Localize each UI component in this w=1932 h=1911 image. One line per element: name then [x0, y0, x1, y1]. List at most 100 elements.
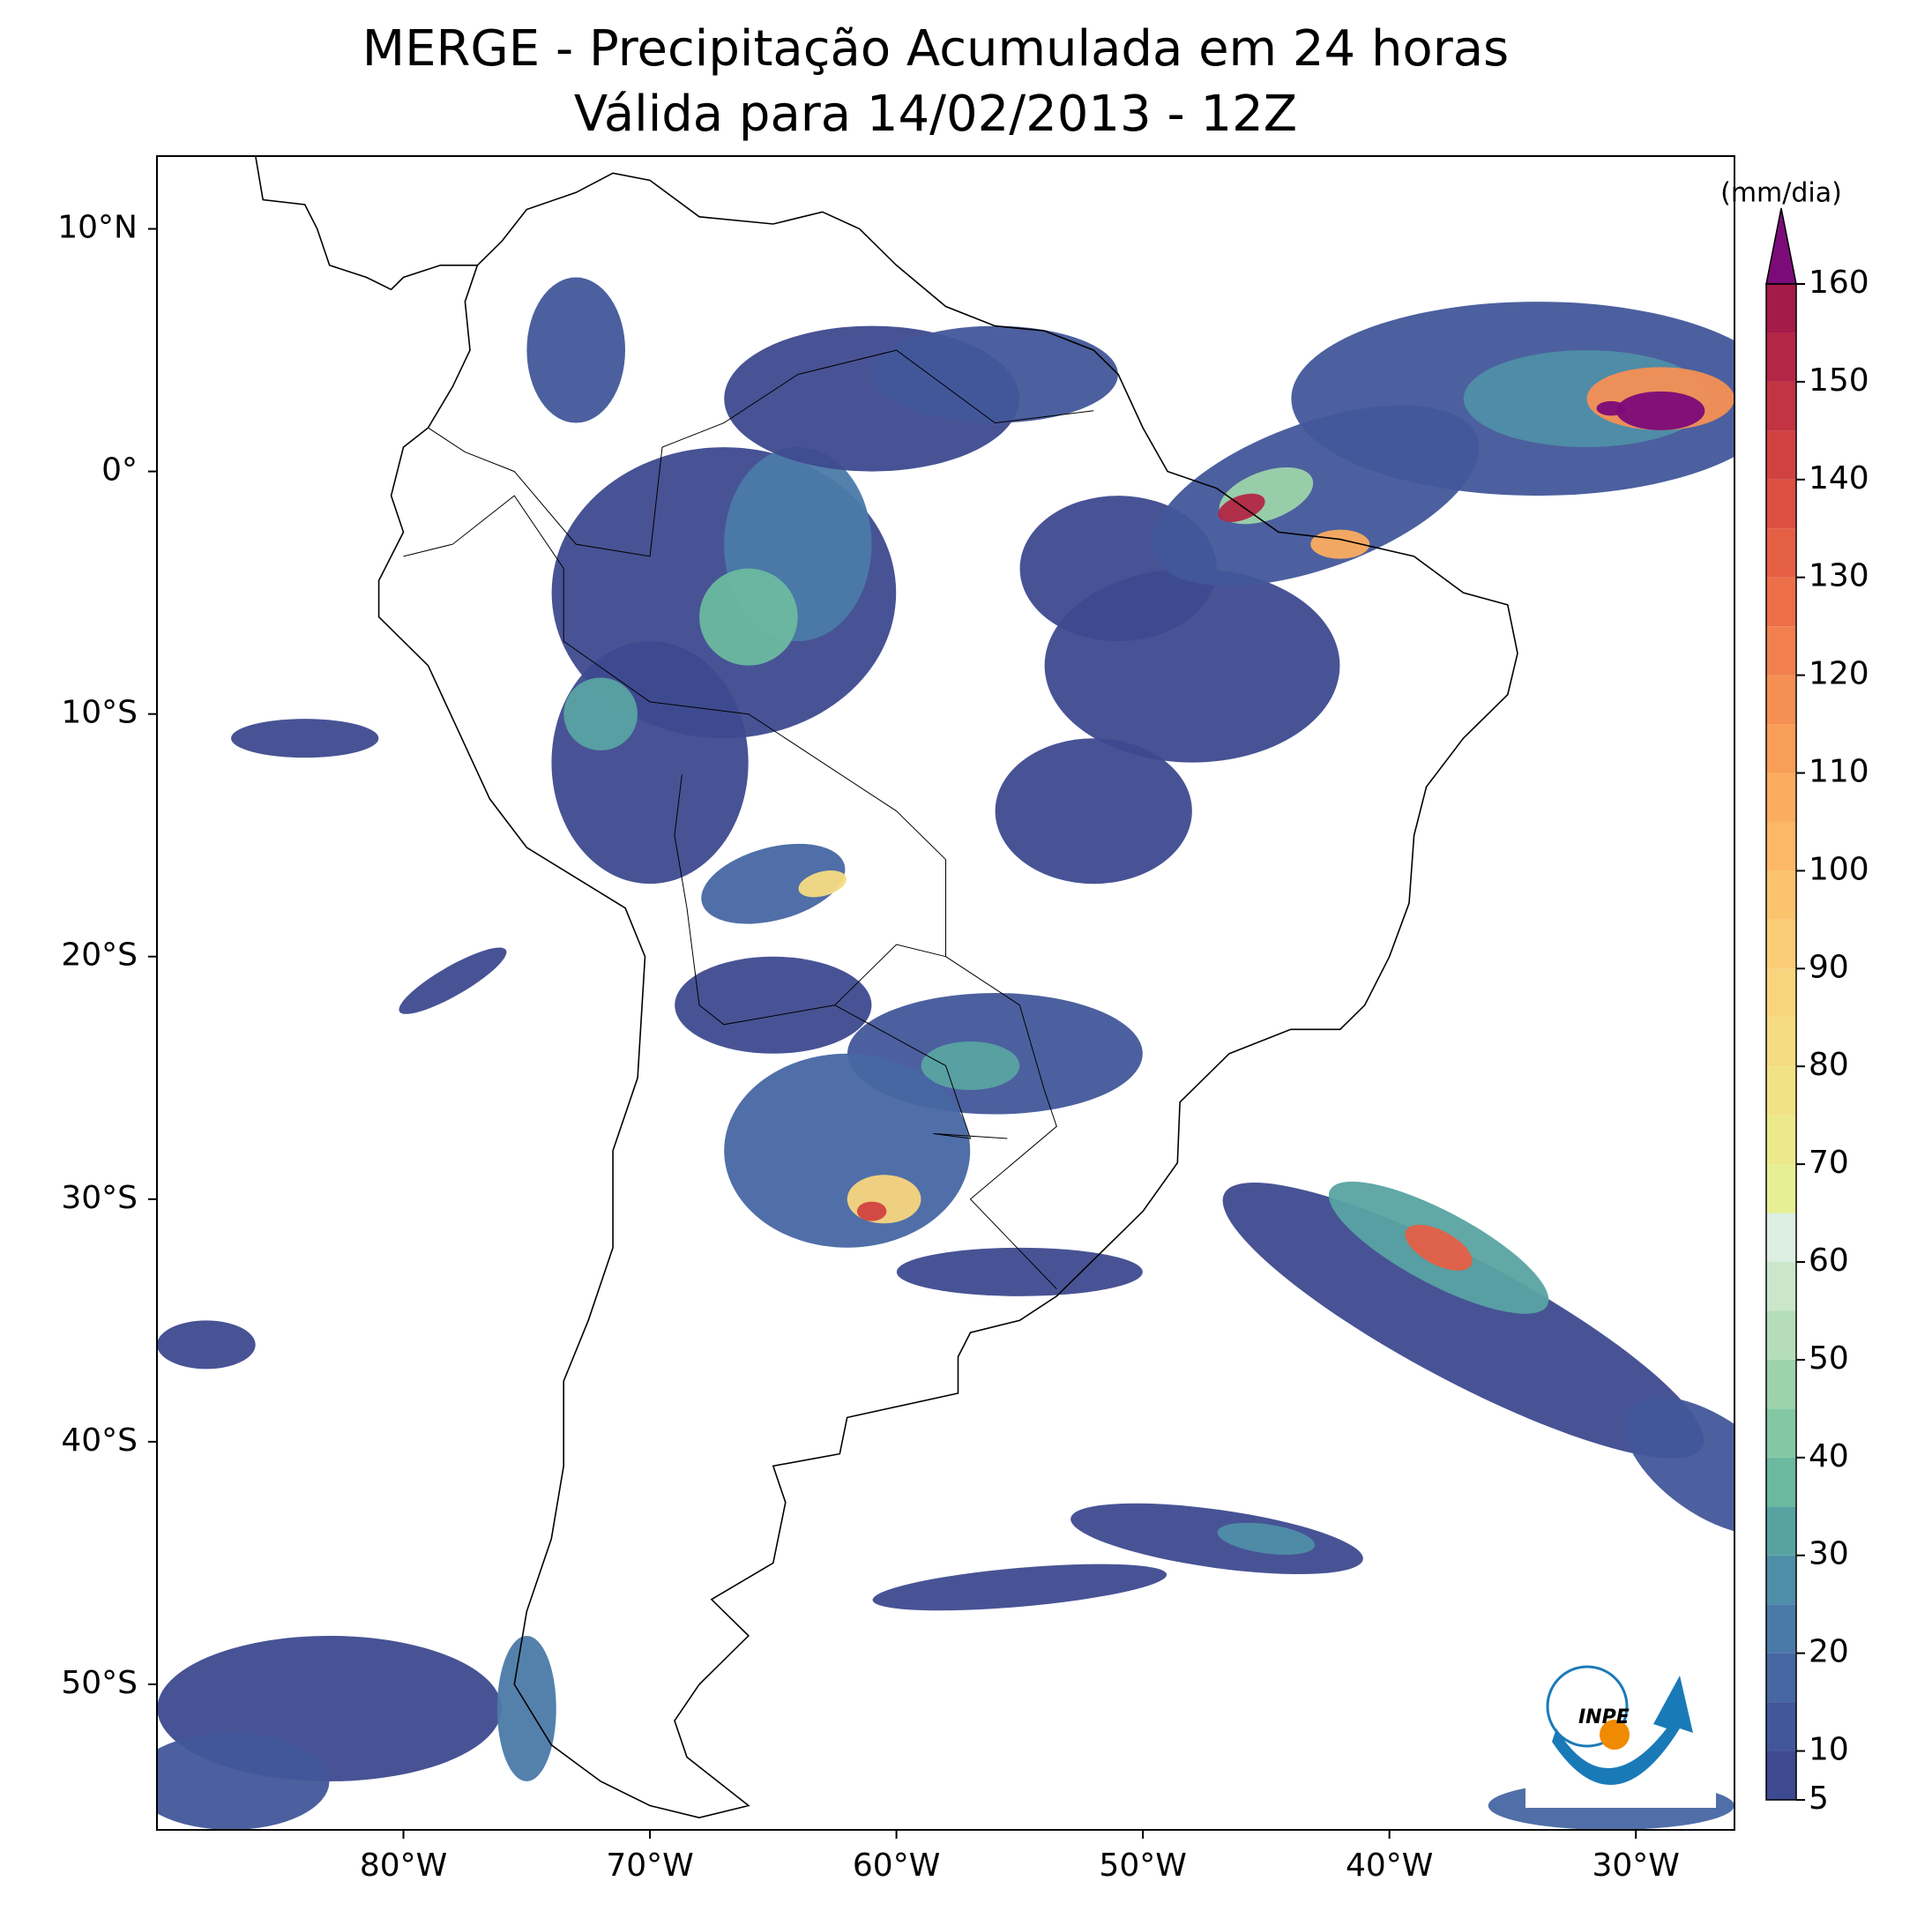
colorbar-band: [1766, 1702, 1796, 1751]
colorbar-tick-label: 110: [1809, 754, 1869, 790]
colorbar-tick-label: 60: [1809, 1243, 1849, 1279]
colorbar-band: [1766, 528, 1796, 578]
colorbar-band: [1766, 1262, 1796, 1311]
colorbar-tick-label: 120: [1809, 656, 1869, 692]
precip-area: [701, 843, 846, 924]
logo-arrow: [1552, 1676, 1693, 1785]
colorbar-band: [1766, 1115, 1796, 1165]
logo: INPE: [1525, 1623, 1716, 1808]
colorbar-tick-label: 20: [1809, 1634, 1849, 1670]
colorbar-tick-label: 100: [1809, 851, 1869, 887]
y-tick-label: 10°N: [57, 210, 138, 246]
precip-area: [798, 870, 847, 898]
x-tick-label: 70°W: [606, 1848, 693, 1884]
y-tick-label: 0°: [101, 452, 138, 489]
x-tick-label: 80°W: [360, 1848, 447, 1884]
colorbar-band: [1766, 968, 1796, 1018]
map-frame: [156, 155, 1735, 1831]
colorbar-band: [1766, 1555, 1796, 1605]
colorbar-band: [1766, 479, 1796, 529]
colorbar-tick-label: 90: [1809, 949, 1849, 985]
colorbar-band: [1766, 821, 1796, 871]
colorbar-band: [1766, 724, 1796, 773]
colorbar-band: [1766, 577, 1796, 627]
colorbar-band: [1766, 1751, 1796, 1800]
colorbar-band: [1766, 1604, 1796, 1653]
colorbar-band: [1766, 430, 1796, 480]
country-border: [649, 349, 1094, 556]
colorbar-tick-label: 40: [1809, 1438, 1849, 1474]
title: MERGE - Precipitação Acumulada em 24 hor…: [362, 20, 1509, 78]
logo-text: INPE: [1578, 1706, 1630, 1728]
x-tick-label: 50°W: [1099, 1848, 1186, 1884]
precip-area: [1405, 1224, 1473, 1271]
precip-area: [921, 1041, 1020, 1091]
precip-area: [1217, 1522, 1316, 1556]
country-border: [563, 640, 1057, 1289]
map-area: [157, 156, 1734, 1830]
precip-area: [1070, 1503, 1363, 1575]
colorbar-tick-label: 30: [1809, 1536, 1849, 1572]
precip-area: [399, 947, 507, 1014]
colorbar-tick-label: 140: [1809, 460, 1869, 496]
precip-area: [896, 1247, 1143, 1296]
colorbar-band: [1766, 284, 1796, 333]
colorbar-band: [1766, 1017, 1796, 1067]
colorbar-tick-label: 5: [1809, 1780, 1829, 1817]
colorbar-band: [1766, 1213, 1796, 1263]
colorbar-band: [1766, 1457, 1796, 1507]
colorbar-band: [1766, 1310, 1796, 1360]
country-border: [674, 774, 946, 1026]
colorbar-band: [1766, 332, 1796, 382]
logo-orbit: [1546, 1665, 1629, 1748]
colorbar-frame: [1765, 283, 1797, 1801]
y-tick-label: 10°S: [61, 695, 138, 731]
precip-area: [526, 277, 626, 423]
precip-area: [675, 956, 872, 1054]
precip-area: [551, 641, 749, 885]
x-tick-label: 40°W: [1346, 1848, 1433, 1884]
country-border: [834, 1004, 1008, 1139]
colorbar-tick-label: 160: [1809, 265, 1869, 301]
colorbar-band: [1766, 626, 1796, 676]
colorbar-tick-label: 80: [1809, 1047, 1849, 1083]
country-border: [428, 427, 651, 557]
precip-area: [1615, 391, 1705, 430]
y-tick-label: 30°S: [61, 1180, 138, 1216]
precip-area: [871, 325, 1118, 423]
coastline: [255, 156, 1518, 1819]
precip-area: [157, 1733, 330, 1830]
x-tick-label: 60°W: [853, 1848, 940, 1884]
precip-area: [995, 738, 1192, 885]
colorbar-band: [1766, 1653, 1796, 1703]
x-tick-label: 30°W: [1592, 1848, 1679, 1884]
colorbar-band: [1766, 1066, 1796, 1116]
logo-dot: [1600, 1720, 1630, 1750]
precip-area: [872, 1564, 1167, 1611]
precip-area: [856, 1201, 887, 1221]
colorbar-extend: [1765, 207, 1797, 285]
colorbar-tick-label: 70: [1809, 1145, 1849, 1181]
colorbar-band: [1766, 773, 1796, 822]
y-tick-label: 50°S: [61, 1665, 138, 1701]
colorbar-band: [1766, 1408, 1796, 1458]
precip-area: [724, 1053, 971, 1248]
precip-area: [699, 568, 798, 666]
subtitle: Válida para 14/02/2013 - 12Z: [574, 86, 1297, 143]
colorbar-tick-label: 10: [1809, 1732, 1849, 1768]
colorbar-tick-label: 50: [1809, 1340, 1849, 1377]
colorbar-band: [1766, 1359, 1796, 1409]
precip-area: [1624, 1397, 1734, 1535]
colorbar-band: [1766, 675, 1796, 725]
y-tick-label: 20°S: [61, 937, 138, 974]
colorbar-band: [1766, 919, 1796, 969]
colorbar-band: [1766, 381, 1796, 431]
y-tick-label: 40°S: [61, 1422, 138, 1459]
colorbar-band: [1766, 1506, 1796, 1556]
precip-area: [231, 719, 379, 758]
precip-area: [496, 1635, 556, 1781]
precip-area: [1044, 568, 1340, 763]
precip-area: [563, 677, 638, 750]
colorbar-tick-label: 150: [1809, 362, 1869, 399]
